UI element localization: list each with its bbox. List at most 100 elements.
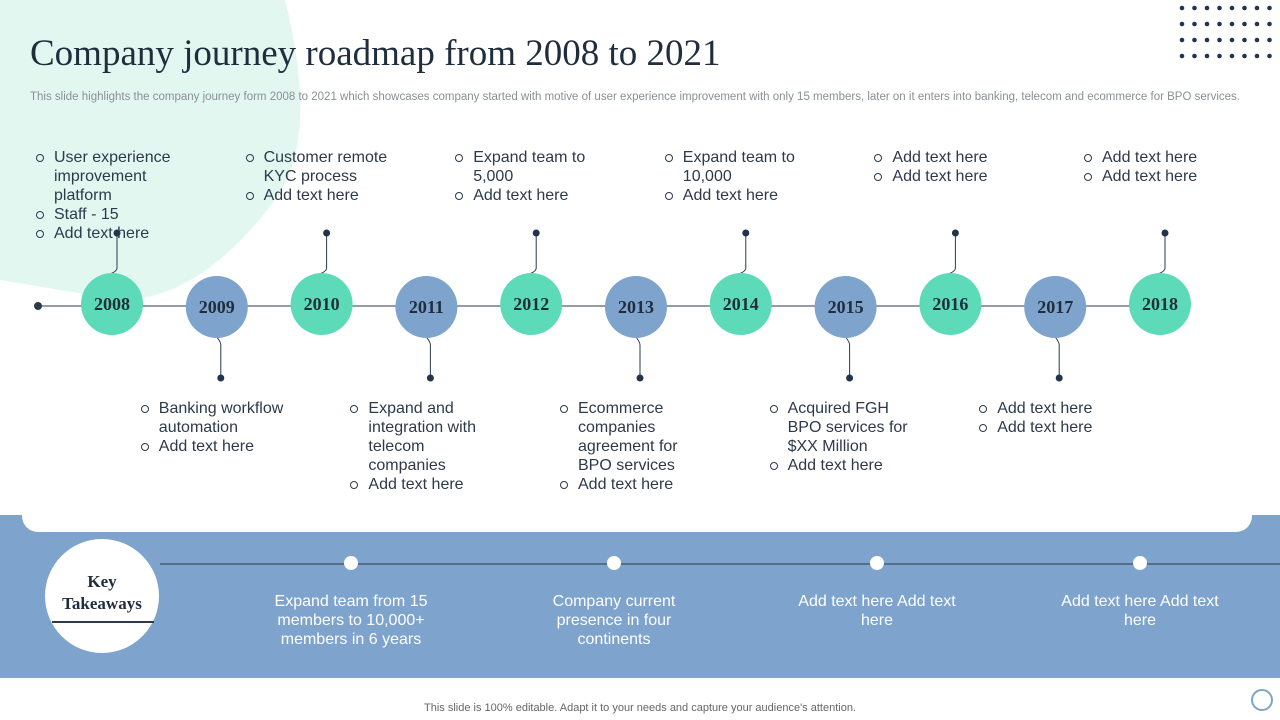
year-circle xyxy=(605,276,667,338)
dot xyxy=(1179,37,1185,43)
bullet-list: Expand and integration with telecom comp… xyxy=(350,399,500,494)
bullet: Add text here xyxy=(874,148,1024,167)
year: 2016 xyxy=(932,294,968,314)
takeaway-dot xyxy=(870,556,884,570)
dot xyxy=(1254,53,1260,59)
bullet-block: User experience improvement platform Staf… xyxy=(36,148,186,243)
stem-dot xyxy=(323,229,331,237)
dot xyxy=(1192,53,1197,59)
bullet: Add text here xyxy=(1084,148,1234,167)
stem-dot xyxy=(742,229,750,237)
dot xyxy=(1229,53,1235,59)
dot xyxy=(1204,21,1210,27)
stem-dot xyxy=(113,229,121,237)
bullet: Add text here xyxy=(874,167,1024,186)
stem-dot xyxy=(1161,229,1169,237)
bullet-block: Expand team to 5,000 Add text here xyxy=(455,148,605,205)
year: 2013 xyxy=(618,297,654,317)
year-circle xyxy=(1129,273,1191,335)
takeaway-dot xyxy=(344,556,358,570)
stem xyxy=(526,233,537,276)
bullet: Staff - 15 xyxy=(36,205,186,224)
year-circle xyxy=(395,276,458,338)
year: 2010 xyxy=(304,294,340,314)
subtitle: This slide highlights the company journe… xyxy=(30,91,1240,103)
dot xyxy=(1229,37,1235,43)
year-circle xyxy=(814,276,877,338)
bullet-block: Ecommerce companies agreement for BPO se… xyxy=(560,399,710,494)
bullet: Add text here xyxy=(350,475,500,494)
dot xyxy=(1267,37,1272,43)
year-circle xyxy=(919,273,982,335)
bullet: Add text here xyxy=(769,456,920,475)
stem xyxy=(316,233,328,276)
bullet: Add text here xyxy=(664,186,815,205)
dot xyxy=(1217,5,1222,11)
stem xyxy=(735,233,747,276)
bullet: Add text here xyxy=(140,437,291,456)
bullet-block: Expand team to 10,000 Add text here xyxy=(664,148,815,205)
dot xyxy=(1229,5,1235,11)
bullet: Expand and integration with telecom comp… xyxy=(350,399,500,475)
stem-dot xyxy=(217,374,225,382)
dot xyxy=(1217,21,1222,27)
bullet: Add text here xyxy=(979,399,1129,418)
year-circle xyxy=(709,273,772,335)
bullet: User experience improvement platform xyxy=(36,148,186,205)
year: 2008 xyxy=(94,294,130,314)
year-circle xyxy=(290,273,353,335)
dot xyxy=(1179,53,1185,59)
dot xyxy=(1267,53,1272,59)
year: 2017 xyxy=(1037,297,1073,317)
bullet: Expand team to 5,000 xyxy=(455,148,605,186)
dot xyxy=(1204,53,1210,59)
bullet-block: Customer remote KYC process Add text here xyxy=(245,148,396,205)
bullet: Acquired FGH BPO services for $XX Millio… xyxy=(769,399,920,456)
bullet-list: Banking workflow automation Add text here xyxy=(140,399,291,456)
dot xyxy=(1242,37,1247,43)
takeaway: Expand team from 15 members to 10,000+ m… xyxy=(274,593,428,648)
title: Company journey roadmap from 2008 to 202… xyxy=(30,33,721,74)
dot xyxy=(1204,37,1210,43)
dot xyxy=(1229,21,1235,27)
bullet: Add text here xyxy=(560,475,710,494)
year: 2014 xyxy=(723,294,759,314)
dot xyxy=(1254,21,1260,27)
year: 2011 xyxy=(409,297,444,317)
bullet: Banking workflow automation xyxy=(140,399,291,437)
takeaway-dot xyxy=(607,556,621,570)
bullet-list: User experience improvement platform Staf… xyxy=(36,148,186,243)
stem-dot xyxy=(846,374,854,382)
bullet: Add text here xyxy=(245,186,396,205)
takeaways-heading: Key Takeaways xyxy=(62,572,142,613)
bullet: Add text here xyxy=(36,224,186,243)
year: 2009 xyxy=(199,297,235,317)
bullet: Add text here xyxy=(979,418,1129,437)
dot xyxy=(1192,5,1197,11)
bullet-list: Add text here Add text here xyxy=(874,148,1024,186)
year-circle xyxy=(185,276,248,338)
footer: This slide is 100% editable. Adapt it to… xyxy=(424,702,856,714)
bullet-block: Banking workflow automation Add text here xyxy=(140,399,291,456)
dot xyxy=(1217,53,1222,59)
takeaway: Company current presence in four contine… xyxy=(552,593,676,648)
year: 2012 xyxy=(513,294,549,314)
takeaway-dot xyxy=(1133,556,1147,570)
stem-dot xyxy=(951,229,959,237)
bullet: Expand team to 10,000 xyxy=(664,148,815,186)
bullet-block: Acquired FGH BPO services for $XX Millio… xyxy=(769,399,920,475)
dot xyxy=(1217,37,1222,43)
year-circle xyxy=(1024,276,1087,338)
bullet-list: Expand team to 10,000 Add text here xyxy=(664,148,815,205)
dot xyxy=(1179,21,1185,27)
dot xyxy=(1242,5,1247,11)
bullet-list: Add text here Add text here xyxy=(1084,148,1234,186)
takeaway: Add text here Add text here xyxy=(798,593,956,629)
dot xyxy=(1192,37,1197,43)
stem-dot xyxy=(426,374,434,382)
stem-dot xyxy=(1055,374,1063,382)
dot xyxy=(1267,21,1272,27)
bullet-list: Acquired FGH BPO services for $XX Millio… xyxy=(769,399,920,475)
